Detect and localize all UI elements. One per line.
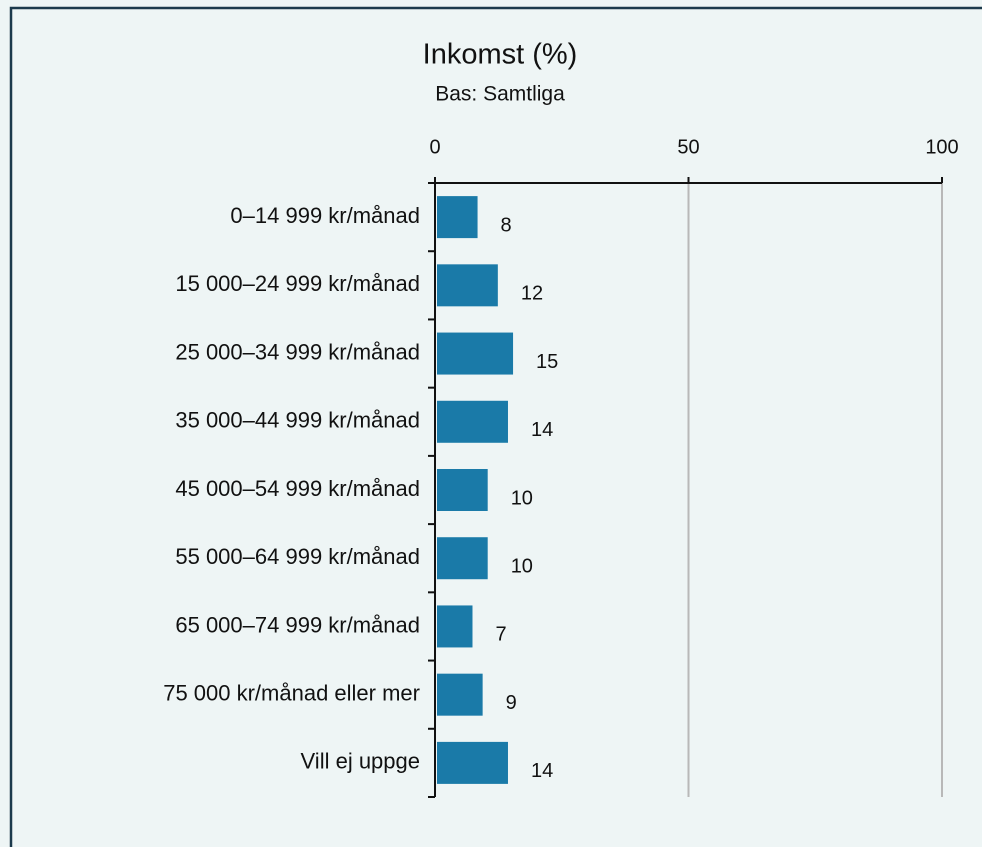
y-tick-label: 15 000–24 999 kr/månad (175, 271, 420, 296)
x-tick-label: 100 (925, 136, 958, 158)
bar (437, 332, 514, 375)
value-label: 10 (511, 487, 533, 509)
value-label: 14 (531, 760, 553, 782)
x-tick-label: 0 (429, 136, 440, 158)
y-tick-label: 45 000–54 999 kr/månad (175, 476, 420, 501)
bar (437, 196, 478, 239)
value-label: 15 (536, 351, 558, 373)
value-label: 10 (511, 556, 533, 578)
y-tick-label: 35 000–44 999 kr/månad (175, 408, 420, 433)
value-label: 8 (501, 214, 512, 236)
chart-title: Inkomst (%) (423, 39, 578, 71)
bar (437, 741, 508, 784)
y-tick-label: 55 000–64 999 kr/månad (175, 544, 420, 569)
y-tick-label: 65 000–74 999 kr/månad (175, 612, 420, 637)
bar (437, 673, 483, 716)
y-tick-label: 75 000 kr/månad eller mer (163, 680, 420, 705)
bar (437, 400, 508, 443)
bar (437, 469, 488, 511)
value-label: 7 (495, 624, 506, 646)
chart-subtitle: Bas: Samtliga (435, 83, 565, 106)
value-label: 9 (506, 692, 517, 714)
frame (9, 6, 982, 847)
value-label: 14 (531, 419, 553, 441)
bar (437, 537, 488, 580)
bar (437, 264, 498, 307)
y-tick-label: Vill ej uppge (301, 749, 420, 774)
bar (437, 605, 473, 648)
value-label: 12 (521, 283, 543, 305)
y-tick-label: 0–14 999 kr/månad (230, 203, 420, 228)
y-tick-label: 25 000–34 999 kr/månad (175, 339, 420, 364)
x-tick-label: 50 (677, 136, 699, 158)
